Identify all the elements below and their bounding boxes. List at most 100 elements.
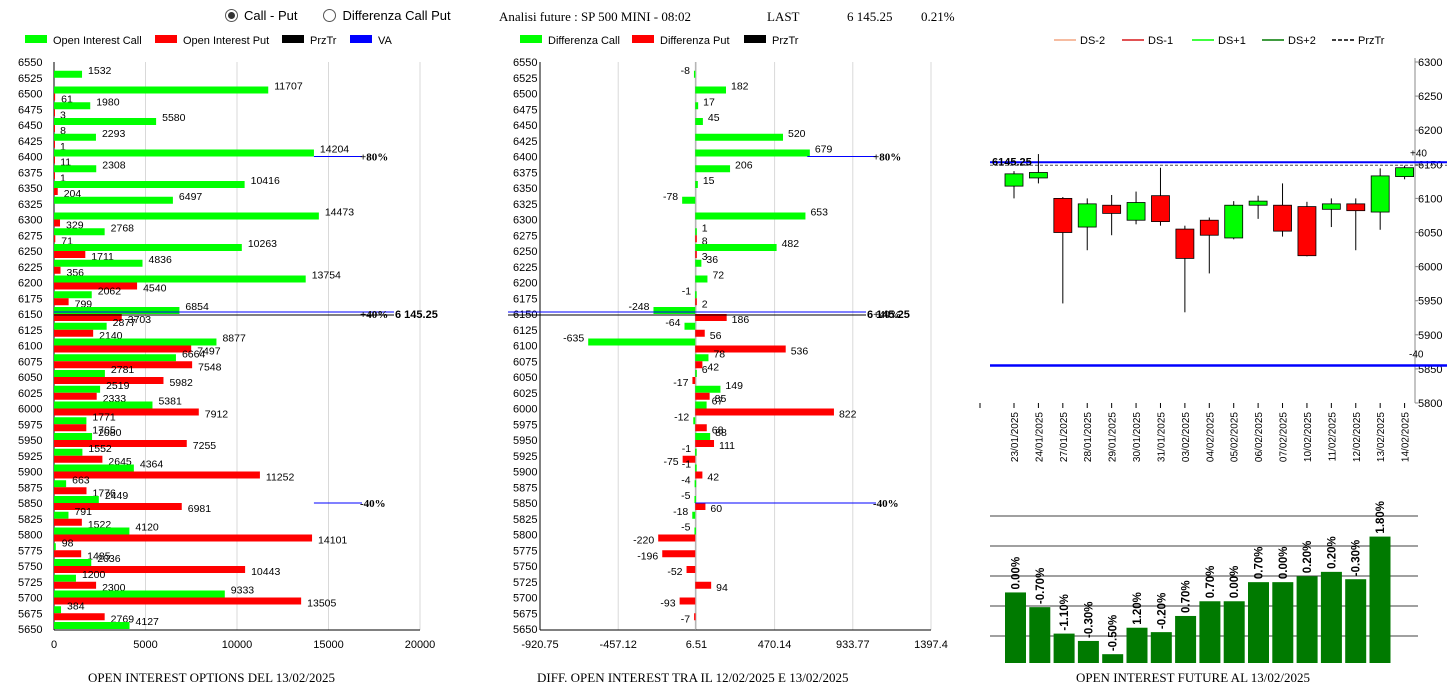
- chart2-ytick: 6075: [513, 356, 537, 368]
- chart2-put-bar: [692, 377, 696, 384]
- chart2-call-label: 67: [712, 396, 724, 408]
- chart1-put-label: 10443: [251, 566, 280, 578]
- radio-differenza[interactable]: Differenza Call Put: [323, 8, 451, 23]
- chart1-call-label: 2036: [97, 553, 121, 565]
- radio-call-put[interactable]: Call - Put: [225, 8, 297, 23]
- chart1-call-label: 1532: [88, 65, 112, 77]
- chart2-ytick: 6000: [513, 404, 537, 416]
- chart3-ytick-5: 6050: [1418, 228, 1442, 240]
- chart2-call-label: 679: [815, 144, 833, 156]
- chart3-xtick: 07/02/2025: [1279, 412, 1290, 462]
- chart1-put-bar: [54, 93, 56, 101]
- chart1-ytick: 6125: [18, 325, 42, 337]
- chart2-ytick: 5725: [513, 577, 537, 589]
- chart1-call-label: 11707: [274, 81, 303, 93]
- chart1-put-bar: [54, 219, 61, 227]
- chart3-candle: [1004, 173, 1024, 187]
- chart1-ytick: 5925: [18, 451, 42, 463]
- chart2-put-bar: [695, 345, 786, 353]
- chart4-bar-label: -0.30%: [1083, 602, 1095, 638]
- chart1-call-bar: [54, 338, 217, 346]
- chart2-ytick: 6400: [513, 152, 537, 164]
- chart2-put-bar: [695, 408, 834, 416]
- chart2-call-label: 206: [735, 159, 753, 171]
- chart3-price-label: 6145.25: [992, 156, 1032, 168]
- chart1-put-bar: [54, 298, 69, 306]
- chart2-call-label: -8: [681, 65, 690, 77]
- chart1-put-bar: [54, 345, 192, 353]
- chart1-ytick: 6425: [18, 136, 42, 148]
- chart1-ytick: 5650: [18, 624, 42, 636]
- chart1-put-bar: [54, 597, 302, 605]
- chart2-call-bar: [695, 259, 702, 267]
- chart2-xtick-4: 933.77: [836, 639, 870, 651]
- chart2-call-bar: [695, 212, 806, 220]
- chart1-call-label: 2877: [113, 317, 137, 329]
- chart3-candle: [1273, 204, 1292, 232]
- chart1-put-bar: [54, 251, 86, 258]
- chart2-ytick: 6250: [513, 246, 537, 258]
- chart1-call-bar: [54, 86, 269, 94]
- chart2-put-bar: [682, 455, 696, 463]
- chart3-xtick: 31/01/2025: [1156, 412, 1167, 462]
- chart1-call-label: 6664: [182, 348, 206, 360]
- chart2-put-bar: [662, 550, 696, 558]
- chart3-candle: [1224, 204, 1244, 239]
- chart1-call-bar: [54, 133, 96, 141]
- chart1-put-bar: [54, 172, 55, 180]
- chart1-call-bar: [54, 543, 56, 551]
- chart1-call-bar: [54, 511, 69, 519]
- chart1-call-label: 14473: [325, 207, 354, 219]
- chart2-title: DIFF. OPEN INTEREST TRA IL 12/02/2025 E …: [537, 670, 849, 685]
- chart1-xtick-3: 15000: [313, 639, 344, 651]
- chart2-ytick: 6550: [513, 57, 537, 69]
- chart1-xtick-4: 20000: [405, 639, 436, 651]
- chart3-xtick: 27/01/2025: [1059, 412, 1070, 462]
- chart1-put-label: 11: [60, 157, 71, 169]
- chart2-ytick: 5950: [513, 435, 537, 447]
- chart2-put-label: -52: [667, 566, 682, 578]
- chart2-ytick: 5975: [513, 419, 537, 431]
- chart1-call-bar: [54, 464, 134, 472]
- chart2-call-label: -18: [673, 506, 688, 518]
- chart4-bar: [1077, 640, 1099, 663]
- chart2-put-label: 94: [716, 582, 728, 594]
- chart3-candle: [1370, 175, 1390, 213]
- chart1-put-bar: [54, 125, 55, 132]
- radio-unselected-icon: [323, 9, 337, 22]
- chart1-put-bar: [54, 487, 87, 495]
- chart2-ytick: 6225: [513, 262, 537, 274]
- chart1-xtick-1: 5000: [133, 639, 157, 651]
- chart2-call-bar: [695, 86, 726, 94]
- chart2-call-label: 482: [782, 238, 800, 250]
- chart1-call-label: 4127: [136, 616, 160, 628]
- chart2-put-label: 42: [707, 361, 719, 373]
- chart1-put-bar: [54, 440, 187, 447]
- chart2-ytick: 5800: [513, 530, 537, 542]
- chart1-call-bar: [54, 275, 306, 283]
- chart1-call-bar: [54, 102, 91, 110]
- chart3-candle: [1395, 167, 1414, 177]
- header: Analisi future : SP 500 MINI - 08:02 LAS…: [499, 9, 955, 25]
- legend-label-3: VA: [378, 35, 393, 47]
- chart2-ytick: 6300: [513, 215, 537, 227]
- chart1-ytick: 6500: [18, 89, 42, 101]
- chart2-put-label: 85: [715, 393, 727, 405]
- chart2-ytick: 5650: [513, 624, 537, 636]
- chart1-call-label: 791: [74, 506, 92, 518]
- chart2-call-label: -5: [681, 490, 690, 502]
- legend-swatch-3: [350, 35, 372, 43]
- chart4-bar: [1369, 536, 1391, 663]
- chart3-ytick-10: 5800: [1418, 398, 1442, 410]
- chart1-call-label: 14204: [320, 144, 349, 156]
- chart1-call-label: 2080: [98, 427, 122, 439]
- chart3-lower-label: -40: [1409, 349, 1424, 360]
- chart3-ytick-9: 5850: [1418, 364, 1442, 376]
- chart1-call-label: 9333: [231, 585, 255, 597]
- chart1-ytick: 6550: [18, 57, 42, 69]
- chart2-put-label: 2: [702, 298, 708, 310]
- chart1-ytick: 6300: [18, 215, 42, 227]
- chart2-ytick: 6325: [513, 199, 537, 211]
- chart2-ytick: 6275: [513, 230, 537, 242]
- chart2-call-label: -5: [681, 522, 690, 534]
